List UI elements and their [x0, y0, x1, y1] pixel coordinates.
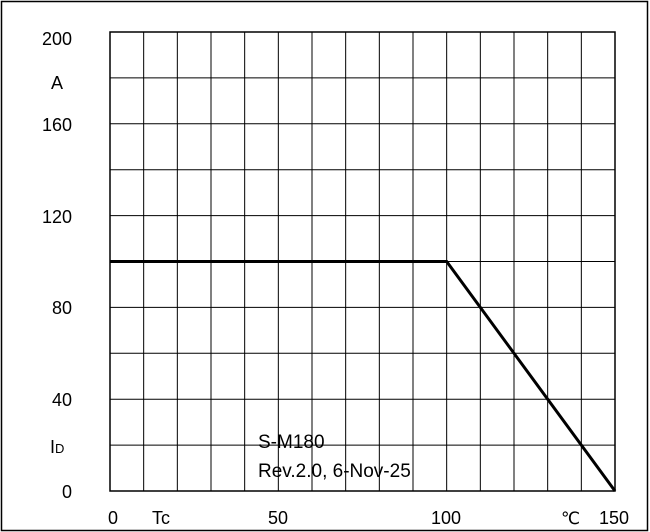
y-axis-label-main: I — [50, 437, 55, 457]
series-layer — [110, 260, 617, 492]
y-axis-label: ID — [50, 437, 64, 457]
y-axis-label-subscript: D — [55, 441, 64, 456]
x-tick-label: 50 — [268, 508, 288, 528]
y-tick-label: 120 — [42, 207, 72, 227]
x-unit-label: ℃ — [561, 509, 580, 529]
y-unit-label: A — [51, 73, 63, 93]
y-tick-label: 200 — [42, 29, 72, 49]
y-tick-labels: 0 40 80 120 160 200 — [42, 29, 72, 502]
y-tick-label: 0 — [62, 482, 72, 502]
y-tick-label: 40 — [52, 390, 72, 410]
x-tick-label: 0 — [108, 508, 118, 528]
grid — [110, 32, 615, 491]
y-tick-label: 80 — [52, 298, 72, 318]
annotation-part-number: S-M180 — [258, 432, 325, 453]
annotation-revision: Rev.2.0, 6-Nov-25 — [258, 461, 411, 482]
y-tick-label: 160 — [42, 115, 72, 135]
x-tick-label: 100 — [431, 508, 461, 528]
x-axis-label: Tc — [152, 508, 170, 528]
x-tick-labels: 0 50 100 150 — [108, 508, 629, 528]
series-line — [110, 260, 617, 492]
x-tick-label: 150 — [599, 508, 629, 528]
